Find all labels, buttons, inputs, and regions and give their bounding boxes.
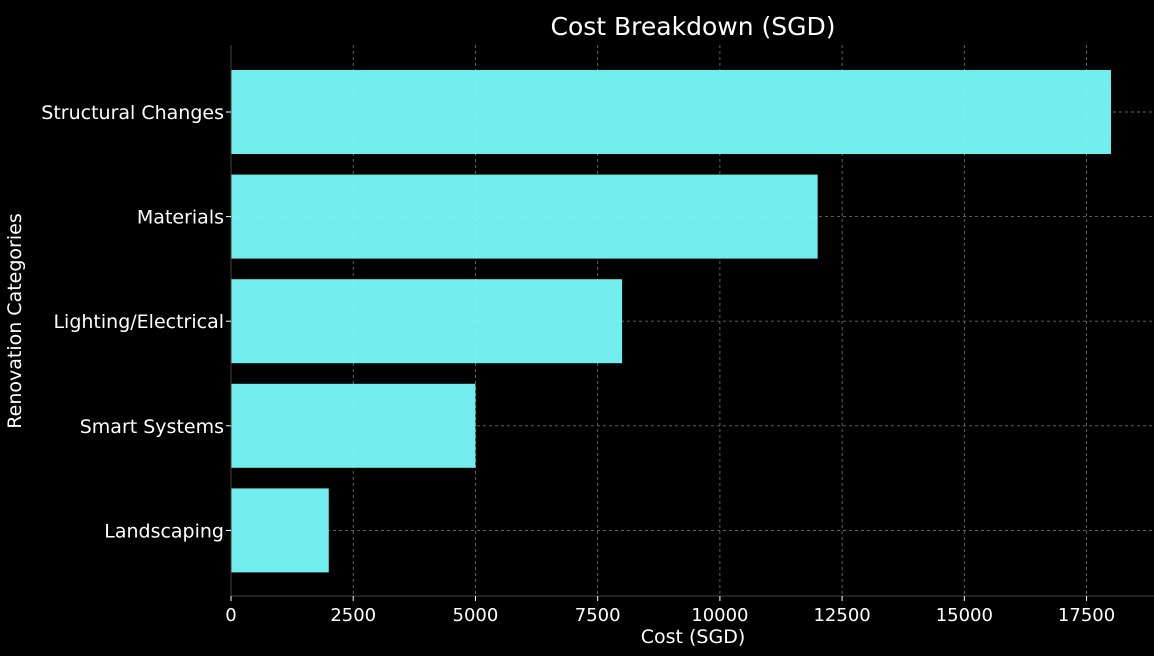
bar: [231, 174, 818, 259]
x-tick-label: 17500: [1058, 605, 1115, 626]
bar: [231, 70, 1111, 154]
axes-layer: [230, 45, 1154, 597]
y-tick-label: Landscaping: [104, 520, 224, 542]
y-tick-label: Materials: [137, 207, 224, 229]
chart-title: Cost Breakdown (SGD): [551, 12, 836, 41]
x-tick-label: 5000: [453, 605, 499, 626]
bars-layer: [231, 70, 1111, 573]
x-tick-label: 12500: [813, 605, 870, 626]
bar: [231, 279, 623, 364]
y-axis-label: Renovation Categories: [4, 213, 26, 428]
ticks-layer: 0 2500 5000 7500 10000 12500 15000 17500 Structu…: [41, 102, 1115, 626]
y-tick-label: Smart Systems: [80, 416, 224, 438]
x-tick-label: 10000: [691, 605, 748, 626]
x-tick-label: 2500: [330, 605, 376, 626]
y-tick-label: Structural Changes: [41, 102, 224, 124]
bar: [231, 488, 329, 573]
x-tick-label: 0: [225, 605, 236, 626]
x-axis-label: Cost (SGD): [641, 626, 746, 648]
y-tick-label: Lighting/Electrical: [53, 311, 224, 333]
x-tick-label: 15000: [936, 605, 993, 626]
x-tick-label: 7500: [575, 605, 621, 626]
bar: [231, 383, 476, 468]
